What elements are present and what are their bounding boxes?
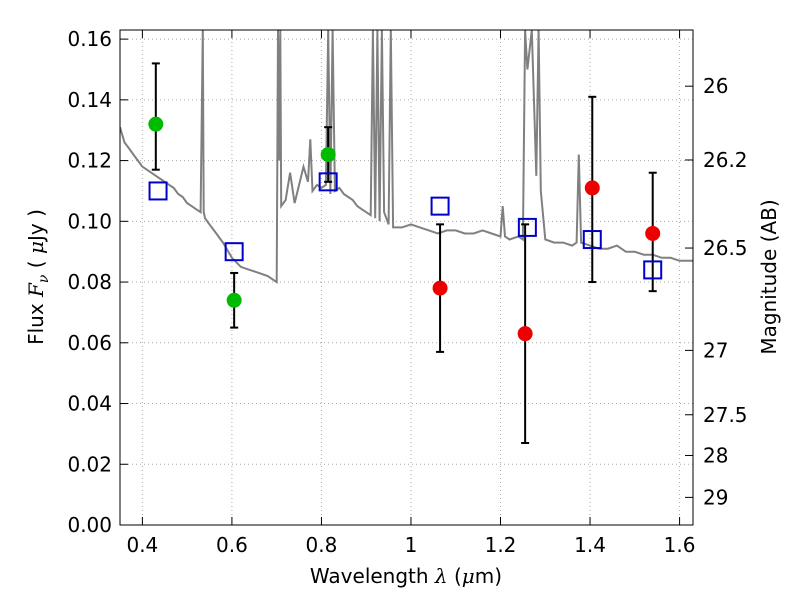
y2-tick-label: 26.2	[703, 148, 748, 172]
x-tick-label: 0.8	[306, 533, 338, 557]
y-axis-label: Flux Fν ( μJy )	[24, 209, 52, 345]
observed-points	[148, 116, 661, 342]
y2-tick-label: 27	[703, 338, 728, 362]
y2-axis: 26 26.2 26.5 27 27.5 28 29	[685, 74, 748, 509]
y2-tick-label: 28	[703, 443, 728, 467]
model-point	[148, 181, 168, 201]
y-tick-label: 0.14	[67, 88, 112, 112]
errorbars	[151, 62, 657, 445]
x-tick-label: 1.6	[664, 533, 696, 557]
y2-axis-label: Magnitude (AB)	[757, 199, 781, 354]
x-tick-label: 1.4	[574, 533, 606, 557]
y-tick-label: 0.10	[67, 209, 112, 233]
x-tick-label: 0.6	[216, 533, 248, 557]
observed-point	[645, 225, 661, 241]
model-point	[643, 260, 663, 280]
model-point	[517, 217, 537, 237]
observed-point	[432, 280, 448, 296]
x-tick-label: 1.2	[485, 533, 517, 557]
y-axis: 0.00 0.02 0.04 0.06 0.08 0.10 0.12 0.14 0.16	[67, 27, 128, 537]
y-tick-label: 0.00	[67, 513, 112, 537]
y2-tick-label: 26.5	[703, 236, 748, 260]
y-tick-label: 0.04	[67, 392, 112, 416]
x-axis: 0.4 0.6 0.8 1 1.2 1.4 1.6	[126, 30, 695, 557]
x-tick-label: 0.4	[126, 533, 158, 557]
y-tick-label: 0.08	[67, 270, 112, 294]
plot-frame	[119, 29, 694, 526]
y2-tick-label: 27.5	[703, 403, 748, 427]
y-tick-label: 0.06	[67, 331, 112, 355]
y-tick-label: 0.12	[67, 149, 112, 173]
observed-point	[148, 116, 164, 132]
y-tick-label: 0.16	[67, 27, 112, 51]
grid	[120, 30, 693, 526]
observed-point	[320, 147, 336, 163]
model-points	[148, 172, 663, 280]
model-point	[318, 172, 338, 192]
model-point	[582, 230, 602, 250]
model-point	[430, 196, 450, 216]
observed-point	[226, 292, 242, 308]
x-tick-label: 1	[405, 533, 418, 557]
observed-point	[584, 180, 600, 196]
y2-tick-label: 26	[703, 74, 728, 98]
spectrum-line	[120, 30, 693, 284]
x-axis-label: Wavelength λ (μm)	[310, 564, 502, 588]
model-point	[224, 242, 244, 262]
y-tick-label: 0.02	[67, 452, 112, 476]
y2-tick-label: 29	[703, 485, 728, 509]
observed-point	[517, 326, 533, 342]
